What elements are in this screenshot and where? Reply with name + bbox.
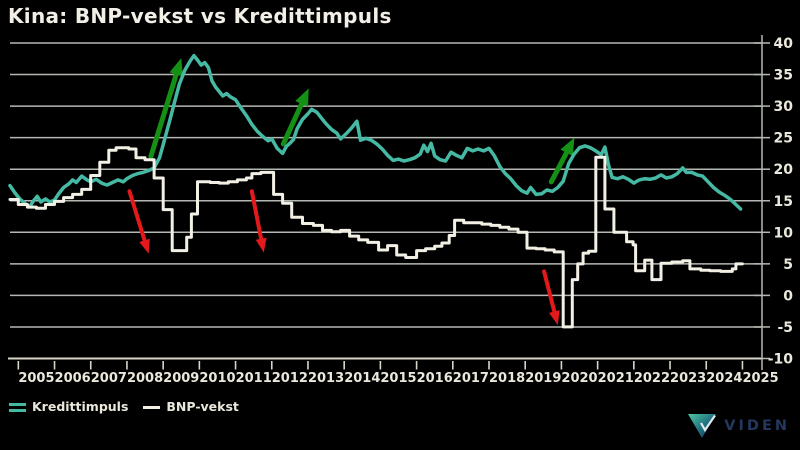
viden-logo-text: VIDEN bbox=[724, 417, 790, 434]
x-tick-label: 2024 bbox=[706, 371, 742, 386]
bnp-vekst-line-swatch bbox=[143, 405, 161, 409]
x-tick-label: 2014 bbox=[344, 371, 380, 386]
x-tick-label: 2005 bbox=[18, 371, 54, 386]
bnp-vekst-line bbox=[8, 146, 744, 329]
green-arrow bbox=[548, 148, 570, 185]
green-arrow bbox=[280, 99, 305, 147]
y-tick-label: 20 bbox=[774, 162, 794, 178]
y-tick-label: 40 bbox=[774, 36, 794, 52]
x-tick-label: 2010 bbox=[199, 371, 235, 386]
legend-item-bnp-vekst: BNP-vekst bbox=[143, 399, 239, 414]
x-tick-label: 2022 bbox=[634, 371, 670, 386]
x-tick-label: 2008 bbox=[127, 371, 163, 386]
red-arrow bbox=[127, 189, 148, 245]
red-arrow-head bbox=[139, 238, 150, 254]
y-tick-label: -10 bbox=[768, 352, 794, 368]
red-arrow-head bbox=[255, 237, 267, 253]
x-tick-label: 2015 bbox=[380, 371, 416, 386]
viden-logo-icon bbox=[688, 414, 717, 438]
legend: Kredittimpuls BNP-vekst bbox=[9, 399, 239, 414]
green-arrow bbox=[148, 69, 180, 160]
x-tick-label: 2017 bbox=[453, 371, 489, 386]
green-arrow-head bbox=[295, 88, 309, 107]
legend-label-kredittimpuls: Kredittimpuls bbox=[32, 399, 129, 414]
y-tick-label: 30 bbox=[774, 99, 794, 115]
green-arrow-head bbox=[560, 137, 575, 156]
kredittimpuls-line bbox=[8, 53, 743, 211]
chart-title: Kina: BNP-vekst vs Kredittimpuls bbox=[8, 4, 392, 28]
legend-item-kredittimpuls: Kredittimpuls bbox=[9, 399, 129, 414]
kredittimpuls-line-swatch bbox=[9, 402, 26, 412]
x-tick-label: 2021 bbox=[598, 371, 634, 386]
y-tick-label: 0 bbox=[783, 288, 793, 304]
x-tick-label: 2009 bbox=[163, 371, 199, 386]
y-tick-label: -5 bbox=[777, 320, 793, 336]
x-tick-label: 2006 bbox=[55, 371, 91, 386]
x-tick-label: 2007 bbox=[91, 371, 127, 386]
y-tick-label: 15 bbox=[774, 194, 793, 210]
y-tick-label: 5 bbox=[783, 257, 793, 273]
red-arrow bbox=[542, 269, 557, 316]
x-tick-label: 2023 bbox=[670, 371, 706, 386]
x-tick-label: 2013 bbox=[308, 371, 344, 386]
green-arrow-head bbox=[169, 58, 183, 77]
x-tick-label: 2025 bbox=[742, 371, 778, 386]
x-tick-label: 2019 bbox=[525, 371, 561, 386]
y-tick-label: 10 bbox=[774, 225, 794, 241]
x-tick-label: 2011 bbox=[236, 371, 272, 386]
red-arrow bbox=[249, 189, 264, 243]
y-tick-label: 25 bbox=[774, 131, 793, 147]
x-tick-label: 2020 bbox=[561, 371, 597, 386]
red-arrow-head bbox=[548, 310, 560, 326]
viden-logo: VIDEN bbox=[687, 413, 790, 439]
x-tick-label: 2016 bbox=[417, 371, 453, 386]
x-tick-label: 2018 bbox=[489, 371, 525, 386]
x-tick-label: 2012 bbox=[272, 371, 308, 386]
legend-label-bnp-vekst: BNP-vekst bbox=[166, 399, 239, 414]
y-tick-label: 35 bbox=[774, 68, 793, 84]
